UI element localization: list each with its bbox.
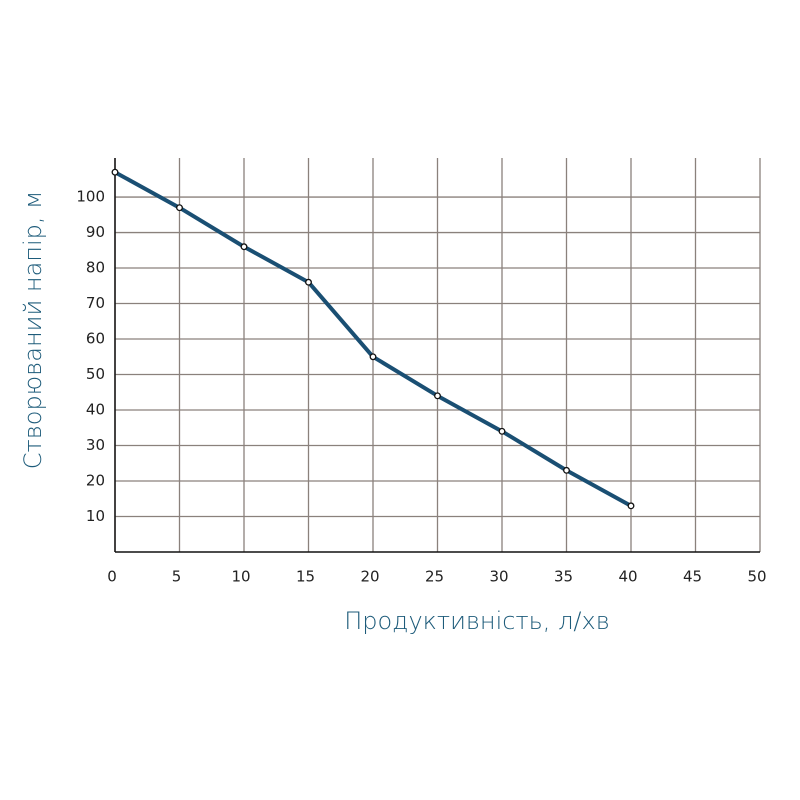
x-tick-label: 15 bbox=[296, 568, 315, 586]
x-tick-label: 25 bbox=[425, 568, 444, 586]
y-tick-label: 40 bbox=[86, 401, 105, 419]
x-tick-label: 50 bbox=[747, 568, 766, 586]
point bbox=[563, 466, 570, 474]
x-tick-label: 35 bbox=[554, 568, 573, 586]
y-tick-label: 70 bbox=[86, 294, 105, 312]
y-tick-label: 50 bbox=[86, 365, 105, 383]
y-axis-title: Створюваний напір, м bbox=[19, 191, 47, 469]
point bbox=[434, 392, 441, 400]
y-tick-label: 10 bbox=[86, 507, 105, 525]
point bbox=[111, 168, 119, 176]
x-tick-label: 10 bbox=[231, 568, 250, 586]
point bbox=[176, 204, 183, 212]
point bbox=[498, 427, 506, 435]
y-tick-label: 60 bbox=[86, 330, 105, 348]
y-tick-label: 30 bbox=[86, 436, 105, 454]
x-tick-label: 40 bbox=[618, 568, 637, 586]
point bbox=[627, 502, 635, 510]
y-tick-label: 80 bbox=[86, 259, 105, 277]
point bbox=[240, 243, 248, 251]
x-tick-label: 45 bbox=[683, 568, 702, 586]
x-tick-label: 5 bbox=[172, 568, 182, 586]
x-axis-title: Продуктивність, л/хв bbox=[344, 607, 610, 635]
point bbox=[305, 278, 312, 286]
y-tick-label: 20 bbox=[86, 472, 105, 490]
point bbox=[369, 353, 377, 361]
y-tick-label: 100 bbox=[76, 188, 105, 206]
y-tick-label: 90 bbox=[86, 223, 105, 241]
x-tick-label: 30 bbox=[489, 568, 508, 586]
x-tick-label: 20 bbox=[360, 568, 379, 586]
x-tick-label: 0 bbox=[107, 568, 117, 586]
